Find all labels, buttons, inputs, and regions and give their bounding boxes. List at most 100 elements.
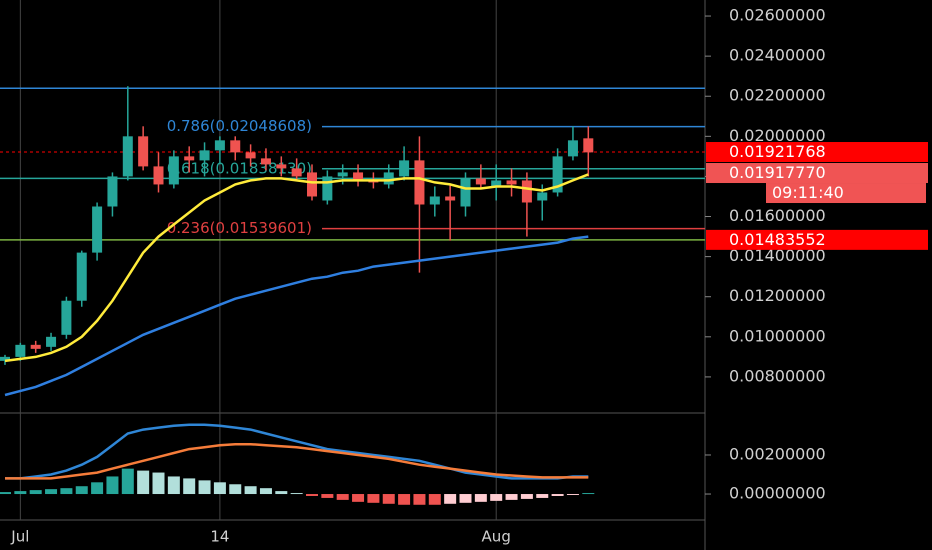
histogram-bar xyxy=(306,494,318,496)
candle-body xyxy=(399,160,410,177)
candle-body xyxy=(245,152,256,159)
histogram-bar xyxy=(490,494,503,501)
candle-body xyxy=(184,156,195,161)
histogram-bar xyxy=(474,494,487,502)
histogram-bar xyxy=(29,490,42,495)
histogram-bar xyxy=(428,494,441,505)
candle-body xyxy=(506,180,517,185)
y-tick-label: 0.02400000 xyxy=(729,46,826,65)
macd-line xyxy=(5,423,589,480)
y-tick-label: 0.00800000 xyxy=(729,366,826,385)
candle-body xyxy=(230,140,241,153)
histogram-bar xyxy=(0,492,11,495)
histogram-bar xyxy=(14,491,27,495)
histogram-bar xyxy=(398,494,411,505)
candle-body xyxy=(61,300,72,335)
histogram-bar xyxy=(520,494,533,499)
candle-body xyxy=(552,156,563,193)
candle-body xyxy=(414,160,425,205)
level-label: 0.236(0.01539601) xyxy=(167,219,312,237)
candle-body xyxy=(537,192,548,201)
candle-body xyxy=(567,140,578,157)
level-label: 0.786(0.02048608) xyxy=(167,117,312,135)
y-tick-label: 0.01200000 xyxy=(729,286,826,305)
histogram-bar xyxy=(536,494,549,498)
candle-body xyxy=(107,176,118,207)
y-tick-label: 0.02200000 xyxy=(729,86,826,105)
histogram-bar xyxy=(137,470,150,495)
y-tick-label: 0.02600000 xyxy=(729,6,826,25)
candle-body xyxy=(583,138,594,153)
histogram-bar xyxy=(505,494,518,500)
y-tick-label: 0.01600000 xyxy=(729,206,826,225)
price-box-label: 0.01917770 xyxy=(729,163,826,182)
y-tick-label: 0.02000000 xyxy=(729,126,826,145)
histogram-bar xyxy=(459,494,472,503)
candle-body xyxy=(76,252,87,301)
histogram-bar xyxy=(551,494,564,496)
histogram-bar xyxy=(582,493,595,495)
y-tick-label: 0.01400000 xyxy=(729,246,826,265)
histogram-bar xyxy=(183,478,196,495)
histogram-bar xyxy=(75,486,88,495)
candle-body xyxy=(307,172,317,197)
macd-line xyxy=(5,442,589,480)
candle-body xyxy=(276,164,287,169)
histogram-bar xyxy=(352,494,365,502)
candle-body xyxy=(153,166,164,185)
histogram-bar xyxy=(321,494,334,498)
x-tick-label: 14 xyxy=(210,528,229,546)
y-tick-label: 0.00200000 xyxy=(729,444,826,463)
candle-body xyxy=(214,140,225,151)
histogram-bar xyxy=(91,482,104,495)
candle-body xyxy=(138,136,149,167)
candle-body xyxy=(475,178,486,185)
price-box xyxy=(706,229,928,250)
candle-body xyxy=(491,180,502,187)
level-label: 0.618(0.01838130) xyxy=(167,159,312,177)
y-tick-label: 0.00000000 xyxy=(729,484,826,503)
countdown-box xyxy=(766,183,926,204)
candle-body xyxy=(122,136,133,177)
candle-body xyxy=(429,196,440,205)
candle-body xyxy=(291,168,302,177)
price-box xyxy=(706,142,928,163)
x-tick-label: Jul xyxy=(10,528,29,546)
price-box-label: 0.01483552 xyxy=(729,230,826,249)
histogram-bar xyxy=(244,486,257,495)
histogram-bar xyxy=(413,494,426,505)
histogram-bar xyxy=(167,476,180,495)
candle-body xyxy=(445,196,456,201)
y-tick-label: 0.01000000 xyxy=(729,326,826,345)
histogram-bar xyxy=(121,468,134,495)
moving-average xyxy=(4,173,589,363)
histogram-bar xyxy=(45,489,58,495)
price-box-label: 0.01921768 xyxy=(729,142,826,161)
candle-body xyxy=(337,172,348,177)
histogram-bar xyxy=(275,491,288,495)
histogram-bar xyxy=(198,480,211,495)
candle-body xyxy=(46,336,57,347)
candle-body xyxy=(260,158,271,165)
candle-body xyxy=(0,356,10,361)
candle-body xyxy=(92,206,103,253)
histogram-bar xyxy=(152,472,165,495)
candle-body xyxy=(460,178,471,207)
histogram-bar xyxy=(367,494,380,503)
histogram-bar xyxy=(106,476,119,495)
histogram-bar xyxy=(60,488,73,495)
histogram-bar xyxy=(336,494,349,500)
candle-body xyxy=(353,172,364,181)
candle-body xyxy=(521,180,532,203)
countdown-label: 09:11:40 xyxy=(772,183,844,202)
x-tick-label: Aug xyxy=(482,528,511,546)
moving-average xyxy=(4,235,589,397)
histogram-bar xyxy=(290,493,303,495)
histogram-bar xyxy=(444,494,457,504)
price-box xyxy=(706,163,928,184)
histogram-bar xyxy=(259,488,272,495)
candle-body xyxy=(168,156,179,185)
candle-body xyxy=(15,344,26,357)
